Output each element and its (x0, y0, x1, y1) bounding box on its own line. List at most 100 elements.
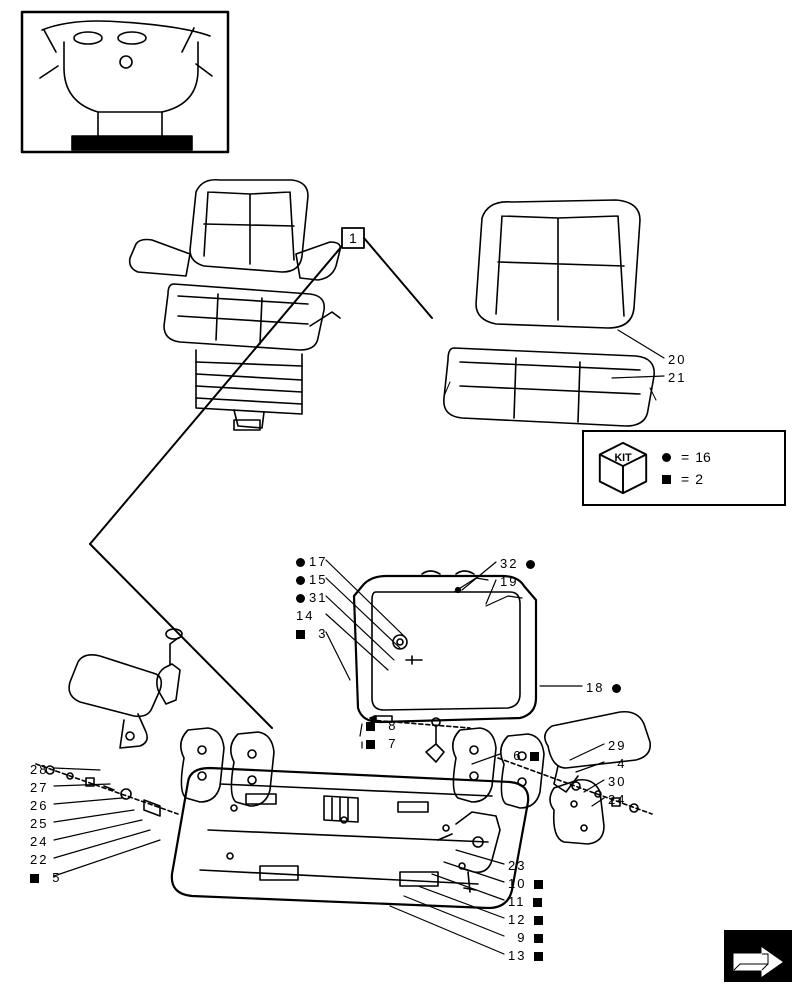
callout-number: 20 (668, 352, 686, 367)
callout-label: 27 (30, 780, 48, 795)
callout-label: 9 (508, 930, 547, 945)
kit-cube-icon: KIT (594, 439, 652, 497)
callout-label: 3 (296, 626, 327, 641)
circle-marker-icon (612, 684, 621, 693)
callout-number: 15 (309, 572, 327, 587)
equals-sign: = (681, 446, 689, 468)
callout-number: 24 (608, 792, 626, 807)
kit-legend: = 16 = 2 (662, 446, 711, 490)
callout-label: 32 (500, 556, 539, 571)
callout-label: 28 (30, 762, 48, 777)
square-marker-icon (662, 475, 671, 484)
leader-line (326, 596, 394, 660)
leader-line (360, 724, 362, 736)
kit-legend-value: 2 (695, 468, 703, 490)
callout-number: 24 (30, 834, 48, 849)
square-marker-icon (30, 874, 39, 883)
square-marker-icon (534, 952, 543, 961)
callout-number: 14 (296, 608, 314, 623)
circle-marker-icon (662, 453, 671, 462)
kit-label: KIT (614, 452, 632, 464)
cushion-back-exploded (444, 200, 656, 426)
callout-number: 9 (508, 930, 526, 945)
callout-number: 17 (309, 554, 327, 569)
kit-legend-value: 16 (695, 446, 711, 468)
leader-line (570, 744, 604, 760)
callout-label: 20 (668, 352, 686, 367)
leader-line (326, 632, 350, 680)
callout-label: 13 (508, 948, 547, 963)
circle-marker-icon (526, 560, 535, 569)
callout-number: 6 (504, 748, 522, 763)
callout-number: 22 (30, 852, 48, 867)
kit-legend-row: = 16 (662, 446, 711, 468)
callout-label: 8 (366, 718, 397, 733)
callout-label: 7 (366, 736, 397, 751)
callout-label: 6 (504, 748, 543, 763)
callout-number: 12 (508, 912, 526, 927)
leader-line (444, 862, 504, 882)
callout-number: 29 (608, 738, 626, 753)
callout-number: 10 (508, 876, 526, 891)
leader-line (54, 840, 160, 876)
callout-label: 12 (508, 912, 547, 927)
callout-number: 23 (508, 858, 526, 873)
leader-line (418, 886, 504, 918)
square-marker-icon (534, 916, 543, 925)
leader-line (456, 850, 504, 864)
kit-box: KIT = 16 = 2 (582, 430, 786, 506)
leader-line (618, 330, 664, 358)
leader-line (54, 810, 134, 822)
callout-label: 17 (296, 554, 327, 569)
square-marker-icon (530, 752, 539, 761)
square-marker-icon (534, 880, 543, 889)
leader-line (612, 376, 664, 378)
circle-marker-icon (296, 594, 305, 603)
thumbnail-art (22, 12, 228, 152)
leader-line (54, 830, 150, 858)
callout-label: 11 (508, 894, 546, 909)
leader-line (472, 754, 500, 764)
leader-line (54, 784, 110, 786)
callout-number: 19 (500, 574, 518, 589)
callout-label: 29 (608, 738, 626, 753)
kit-legend-row: = 2 (662, 468, 711, 490)
callout-number: 8 (379, 718, 397, 733)
square-marker-icon (366, 722, 375, 731)
square-marker-icon (366, 740, 375, 749)
square-marker-icon (296, 630, 305, 639)
leader-line (54, 820, 142, 840)
callout-label: 25 (30, 816, 48, 831)
square-marker-icon (533, 898, 542, 907)
diagram-container: 1 KIT = 16 = 2 (0, 0, 812, 1000)
assembly-label: 1 (349, 230, 357, 246)
callout-number: 4 (608, 756, 626, 771)
square-marker-icon (534, 934, 543, 943)
leader-line (326, 578, 400, 648)
callout-number: 13 (508, 948, 526, 963)
callout-label: 23 (508, 858, 526, 873)
callout-label: 24 (608, 792, 626, 807)
circle-marker-icon (296, 558, 305, 567)
leader-line (54, 768, 100, 770)
leader-line (404, 896, 504, 936)
callout-label: 19 (500, 574, 518, 589)
callout-number: 26 (30, 798, 48, 813)
left-armrest (69, 655, 161, 748)
callout-label: 4 (608, 756, 626, 771)
callout-number: 7 (379, 736, 397, 751)
next-arrow-icon (724, 930, 792, 982)
callout-label: 26 (30, 798, 48, 813)
circle-marker-icon (296, 576, 305, 585)
callout-label: 10 (508, 876, 547, 891)
callout-label: 18 (586, 680, 625, 695)
seat-assembly (130, 180, 341, 430)
callout-number: 28 (30, 762, 48, 777)
callout-number: 31 (309, 590, 327, 605)
callout-number: 11 (508, 894, 526, 909)
callout-label: 22 (30, 852, 48, 867)
callout-label: 5 (30, 870, 61, 885)
callout-number: 18 (586, 680, 604, 695)
callout-number: 30 (608, 774, 626, 789)
leader-line (584, 780, 604, 792)
